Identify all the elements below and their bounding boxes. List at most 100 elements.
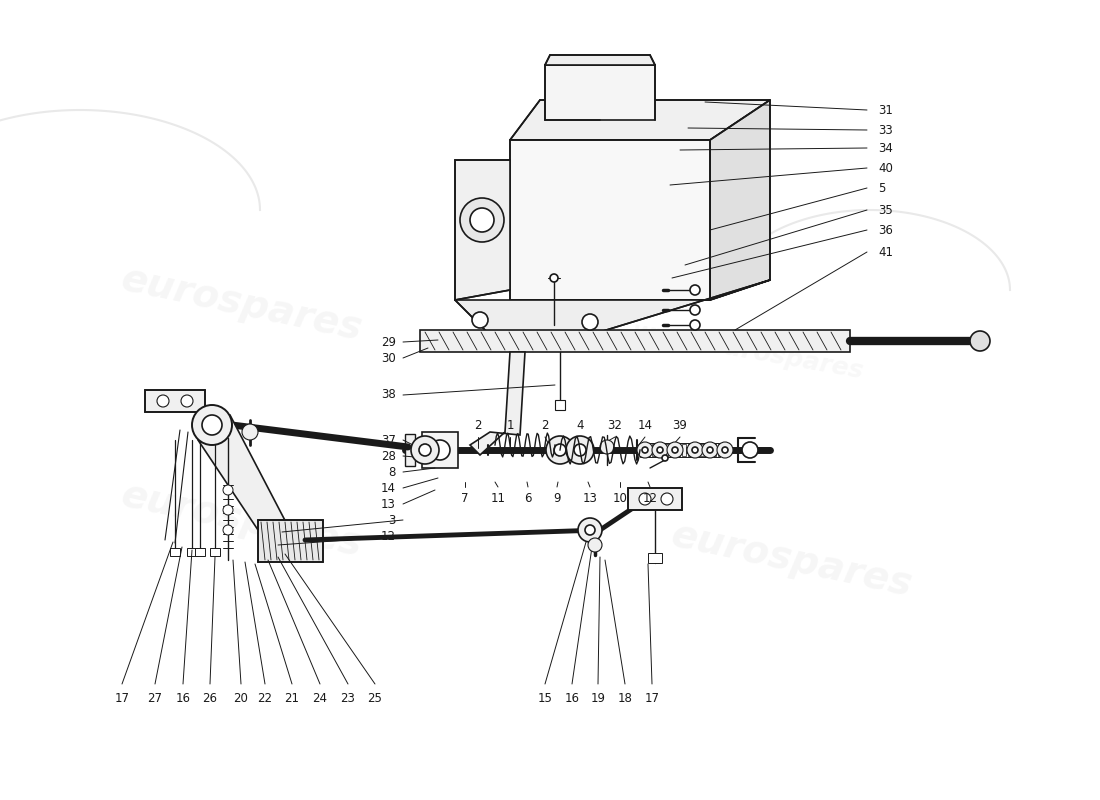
Text: 18: 18 [617, 692, 632, 705]
Text: 12: 12 [381, 530, 396, 542]
Circle shape [707, 447, 713, 453]
Polygon shape [198, 415, 290, 540]
Circle shape [554, 444, 566, 456]
Text: 5: 5 [878, 182, 886, 194]
Text: 3: 3 [388, 514, 396, 526]
Polygon shape [628, 488, 682, 510]
Bar [420, 330, 850, 352]
Circle shape [566, 436, 594, 464]
Text: www.eurospares: www.eurospares [630, 320, 866, 384]
Text: 11: 11 [491, 492, 506, 505]
Circle shape [667, 442, 683, 458]
Circle shape [652, 442, 668, 458]
Bar [646, 444, 650, 456]
Circle shape [970, 331, 990, 351]
Circle shape [661, 493, 673, 505]
Circle shape [690, 285, 700, 295]
Bar [688, 444, 692, 456]
Text: 31: 31 [878, 103, 893, 117]
Circle shape [688, 442, 703, 458]
Text: 1: 1 [506, 419, 514, 432]
Bar [676, 444, 680, 456]
Text: 9: 9 [553, 492, 561, 505]
Text: 28: 28 [381, 450, 396, 462]
Circle shape [223, 485, 233, 495]
Circle shape [717, 442, 733, 458]
Text: 19: 19 [591, 692, 605, 705]
Text: 4: 4 [576, 419, 584, 432]
Text: 35: 35 [878, 203, 893, 217]
Circle shape [242, 424, 258, 440]
Text: 20: 20 [233, 692, 249, 705]
Bar [640, 444, 643, 456]
Circle shape [460, 198, 504, 242]
Circle shape [472, 312, 488, 328]
Circle shape [430, 440, 450, 460]
Circle shape [722, 447, 728, 453]
Circle shape [157, 395, 169, 407]
Text: 13: 13 [583, 492, 597, 505]
Circle shape [742, 442, 758, 458]
Text: 12: 12 [642, 492, 658, 505]
Circle shape [600, 440, 614, 454]
Text: 29: 29 [381, 335, 396, 349]
Bar [700, 444, 704, 456]
Bar [712, 444, 716, 456]
Circle shape [202, 415, 222, 435]
Text: 24: 24 [312, 692, 328, 705]
Bar [682, 444, 686, 456]
Text: 38: 38 [382, 389, 396, 402]
Text: 36: 36 [878, 223, 893, 237]
Polygon shape [258, 520, 323, 562]
Circle shape [223, 505, 233, 515]
Bar [170, 548, 180, 556]
Bar [652, 444, 656, 456]
Text: 16: 16 [176, 692, 190, 705]
Circle shape [223, 525, 233, 535]
Text: eurospares: eurospares [118, 476, 366, 564]
Bar [210, 548, 220, 556]
Text: 26: 26 [202, 692, 218, 705]
Bar [422, 432, 458, 468]
Circle shape [639, 493, 651, 505]
Bar [405, 434, 415, 466]
Text: 15: 15 [538, 692, 552, 705]
Circle shape [546, 436, 574, 464]
Bar [664, 444, 668, 456]
Circle shape [182, 395, 192, 407]
Polygon shape [145, 390, 205, 412]
Text: 16: 16 [564, 692, 580, 705]
Text: 21: 21 [285, 692, 299, 705]
Circle shape [657, 447, 663, 453]
Text: 32: 32 [607, 419, 623, 432]
Text: 30: 30 [382, 351, 396, 365]
Bar [706, 444, 710, 456]
Circle shape [702, 442, 718, 458]
Bar [195, 548, 205, 556]
Circle shape [411, 436, 439, 464]
Text: 2: 2 [541, 419, 549, 432]
Text: eurospares: eurospares [118, 260, 366, 348]
Text: 2: 2 [474, 419, 482, 432]
Circle shape [692, 447, 698, 453]
Text: 37: 37 [381, 434, 396, 446]
Text: 22: 22 [257, 692, 273, 705]
Polygon shape [455, 160, 510, 300]
Bar [694, 444, 698, 456]
Polygon shape [455, 280, 770, 335]
Text: 17: 17 [645, 692, 660, 705]
Bar [670, 444, 674, 456]
Text: 14: 14 [638, 419, 652, 432]
Bar [658, 444, 662, 456]
Circle shape [470, 208, 494, 232]
Text: 13: 13 [381, 498, 396, 510]
Text: 10: 10 [613, 492, 627, 505]
Text: 23: 23 [341, 692, 355, 705]
Text: 7: 7 [461, 492, 469, 505]
Text: 41: 41 [878, 246, 893, 258]
Circle shape [419, 444, 431, 456]
Polygon shape [470, 352, 525, 455]
Polygon shape [510, 100, 770, 140]
Text: 34: 34 [878, 142, 893, 154]
Circle shape [578, 518, 602, 542]
